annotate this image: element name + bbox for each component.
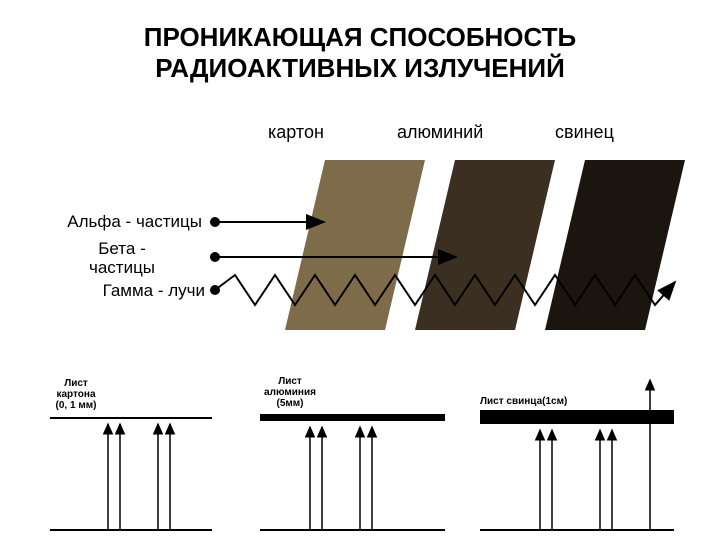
- panel-cardboard: [50, 418, 212, 530]
- panel-lead: [480, 380, 674, 530]
- panel-aluminum: [260, 414, 445, 530]
- diagram-svg: [0, 0, 720, 540]
- slab-cardboard: [285, 160, 425, 330]
